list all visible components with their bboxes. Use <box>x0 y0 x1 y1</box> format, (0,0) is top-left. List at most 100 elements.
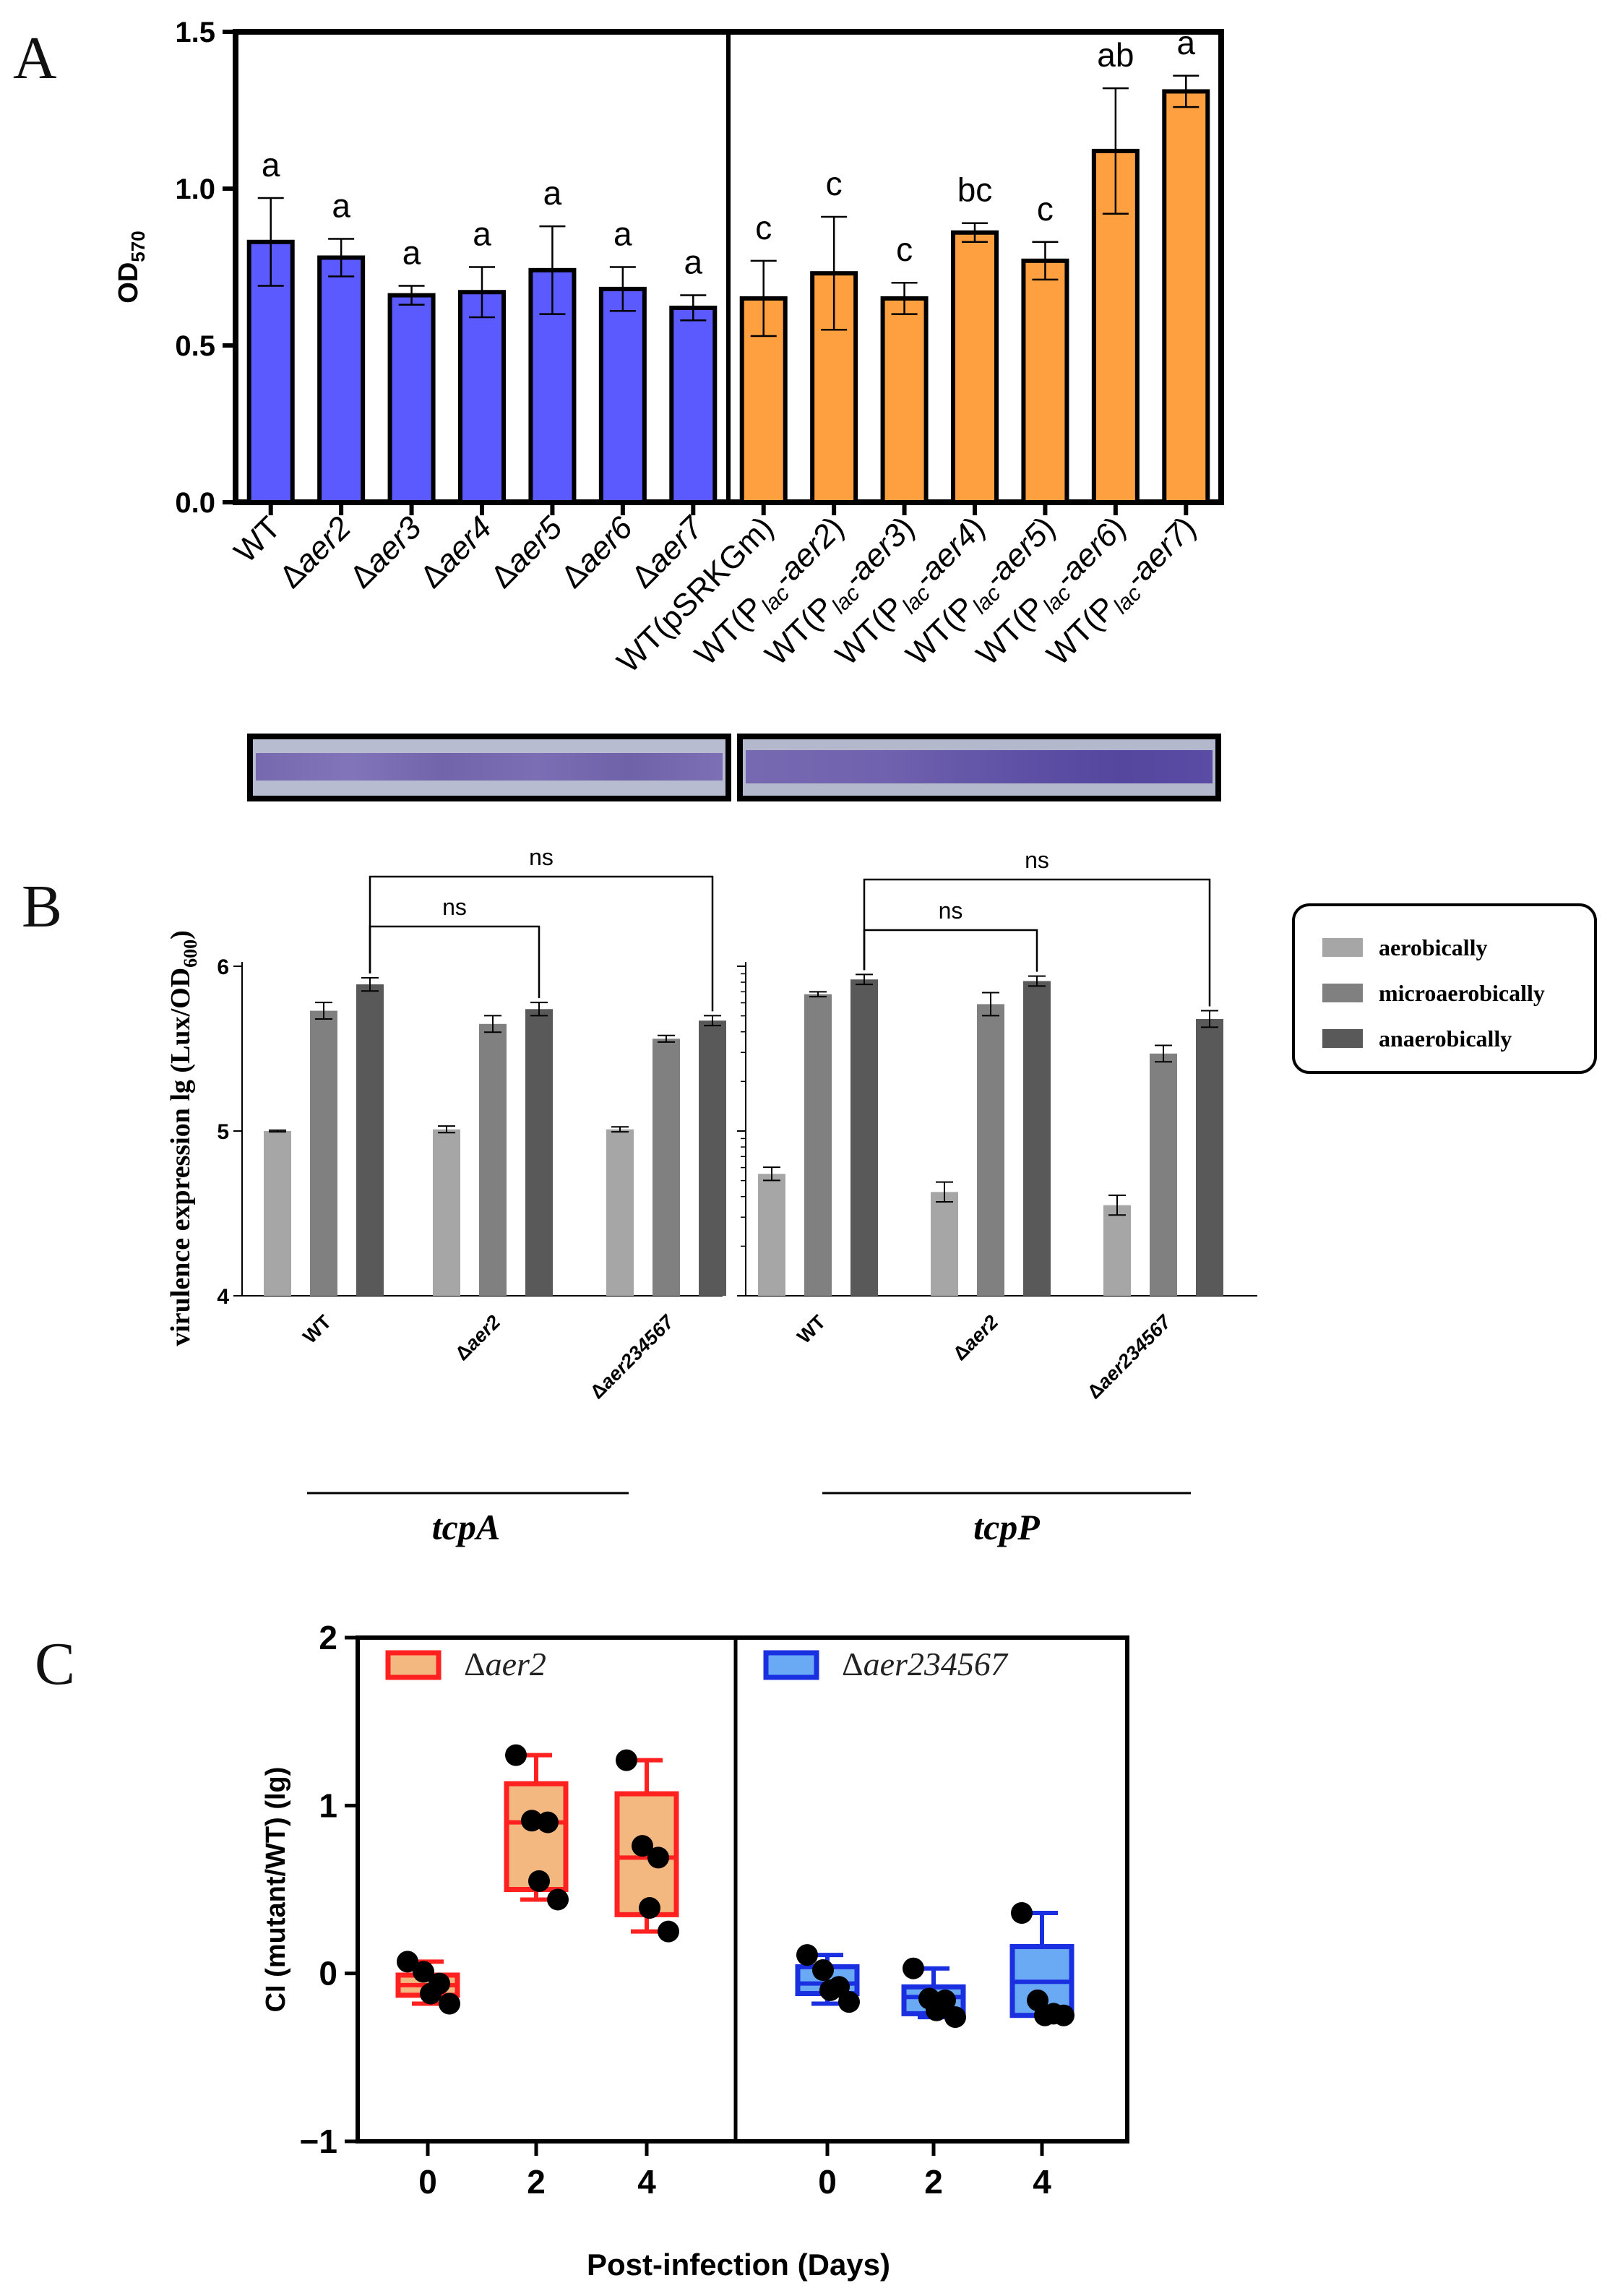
panel-a-sig-letter: a <box>543 174 562 212</box>
panel-a-sig-letter: c <box>896 231 913 268</box>
panel-c-data-point <box>528 1870 550 1892</box>
panel-b-bar-chart: virulence expression lg (Lux/OD600) 4 5 6 WT… <box>165 844 1597 1547</box>
panel-letter-b: B <box>22 873 62 940</box>
panel-c-box-plot: −1 0 1 2 CI (mutant/WT) (lg) Post-infection (… <box>261 1619 1129 2282</box>
panel-a-xlabel-wt: WT <box>228 509 288 569</box>
panel-b-xlabel-tcpP-aer234567: Δaer234567 <box>1083 1310 1176 1403</box>
panel-b-xlabel-tcpP-aer2: Δaer2 <box>949 1311 1002 1364</box>
panel-a-bar-aer6 <box>598 286 647 504</box>
panel-a-bar-aer3 <box>387 293 436 504</box>
panel-b-comparison-bracket <box>863 929 1038 972</box>
panel-b-xlabel-tcpA-aer2: Δaer2 <box>451 1311 504 1364</box>
panel-c-data-point <box>1034 2004 1056 2026</box>
panel-a-xlabel-aer5: Δaer5 <box>484 509 569 595</box>
panel-a-bar-wt-plac-aer7 <box>1162 89 1210 504</box>
panel-c-data-point <box>926 1999 947 2021</box>
panel-b-bar-tcpP-aer2-microaerobically <box>977 1004 1004 1296</box>
panel-c-data-point <box>903 1957 924 1979</box>
panel-b-legend-label-microaerobically: microaerobically <box>1379 980 1545 1006</box>
panel-a-sig-letter: a <box>402 234 421 272</box>
panel-a-bar-wt-plac-aer3 <box>880 296 929 504</box>
panel-a-sig-letter: a <box>262 146 280 184</box>
panel-a-ylabel: OD570 <box>113 231 149 303</box>
panel-a-sig-letter: c <box>755 209 772 246</box>
panel-c-data-point <box>632 1835 653 1857</box>
panel-c-legend-swatch-aer234567 <box>763 1650 819 1680</box>
panel-b-bar-tcpP-aer234567-anaerobically <box>1196 1018 1223 1296</box>
panel-c-xtick-label: 0 <box>818 2163 837 2201</box>
panel-letter-a: A <box>13 25 57 92</box>
panel-b-bar-tcpP-aer234567-aerobically <box>1103 1205 1131 1296</box>
panel-c-xtick-label: 2 <box>924 2163 943 2201</box>
panel-c-data-point <box>796 1944 818 1966</box>
panel-c-legend-swatch-aer2 <box>385 1650 442 1680</box>
panel-c-ytick-label: 0 <box>319 1955 337 1992</box>
panel-c-data-point <box>537 1811 559 1833</box>
panel-b-legend-swatch-aerobically <box>1322 938 1363 957</box>
panel-a-ytick-label: 1.0 <box>175 173 215 205</box>
panel-c-ylabel: CI (mutant/WT) (lg) <box>261 1767 291 2013</box>
staining-band-overexpression <box>746 750 1213 783</box>
panel-a-sig-letter: bc <box>957 171 993 209</box>
panel-b-comparison-bracket <box>369 875 714 1012</box>
panel-c-data-point <box>838 1991 860 2013</box>
panel-c-data-point <box>944 2006 966 2029</box>
panel-a-sig-letter: ab <box>1097 36 1134 74</box>
panel-c-data-point <box>819 1979 841 2001</box>
staining-band-mutants <box>256 753 723 781</box>
panel-a-sig-letter: a <box>684 244 702 281</box>
panel-b-bar-tcpP-wt-microaerobically <box>804 994 832 1296</box>
panel-c-data-point <box>413 1961 434 1983</box>
panel-letter-c: C <box>35 1630 75 1698</box>
panel-c-data-point <box>812 1959 834 1982</box>
panel-b-gene-label-tcpA: tcpA <box>432 1507 500 1547</box>
panel-a-xlabel-aer4: Δaer4 <box>413 509 499 595</box>
panel-c-legend-label-aer2: Δaer2 <box>464 1646 546 1682</box>
panel-c-data-point <box>505 1744 527 1766</box>
panel-a-staining-strips <box>247 734 1221 801</box>
panel-b-bar-tcpA-aer2-aerobically <box>433 1129 460 1296</box>
panel-b-ytick-label: 4 <box>217 1285 229 1309</box>
panel-a-sig-letter: a <box>473 215 491 253</box>
panel-b-ylabel: virulence expression lg (Lux/OD600) <box>165 930 201 1346</box>
panel-b-legend-label-aerobically: aerobically <box>1379 934 1488 960</box>
panel-b-bar-tcpA-wt-aerobically <box>264 1131 291 1296</box>
panel-b-bar-tcpA-aer2-anaerobically <box>525 1009 553 1296</box>
panel-b-ytick-label: 5 <box>217 1120 229 1144</box>
panel-b-bar-tcpP-aer2-anaerobically <box>1023 981 1051 1296</box>
panel-a-sig-letter: a <box>332 186 350 224</box>
panel-c-frame <box>356 1635 1129 2144</box>
panel-a-ytick-label: 0.5 <box>175 330 215 362</box>
panel-a-bar-wt-plac-aer4 <box>951 230 999 504</box>
panel-c-data-point <box>616 1749 637 1771</box>
panel-c-ytick-label: −1 <box>300 2123 337 2160</box>
panel-c-data-point <box>521 1810 543 1832</box>
panel-c-data-point <box>420 1982 442 2005</box>
panel-a-ytick-label: 0.0 <box>175 487 215 519</box>
panel-a-bar-wt-plac-aer5 <box>1021 258 1069 504</box>
panel-c-legend-label-aer234567: Δaer234567 <box>842 1646 1009 1682</box>
panel-c-xtick-label: 4 <box>637 2163 656 2201</box>
panel-b-bar-tcpA-wt-microaerobically <box>310 1010 337 1296</box>
panel-b-comparison-bracket <box>863 878 1211 1007</box>
panel-b-gene-label-tcpP: tcpP <box>973 1507 1040 1547</box>
panel-c-data-point <box>647 1846 669 1869</box>
panel-c-ytick-label: 2 <box>319 1619 337 1656</box>
panel-a-bar-chart: 0.0 0.5 1.0 1.5 OD570 a WT a Δaer2 a Δaer3 a Δaer4 a Δ… <box>113 17 1224 680</box>
panel-b-comparison-bracket <box>369 925 541 999</box>
panel-a-bar-aer7 <box>669 305 718 504</box>
panel-c-data-point <box>397 1951 418 1973</box>
panel-a-xlabel-aer6: Δaer6 <box>554 509 639 595</box>
panel-b-bar-tcpA-aer234567-aerobically <box>606 1129 634 1296</box>
panel-b-xlabel-tcpA-aer234567: Δaer234567 <box>586 1310 679 1403</box>
panel-c-data-point <box>439 1992 460 2015</box>
panel-b-legend-swatch-anaerobically <box>1322 1029 1363 1048</box>
panel-b-comparison-label: ns <box>442 894 467 920</box>
panel-b-comparison-label: ns <box>1025 847 1049 873</box>
panel-c-data-point <box>658 1920 679 1943</box>
panel-c-xtick-label: 0 <box>418 2163 437 2201</box>
panel-c-data-point <box>1011 1902 1033 1925</box>
panel-c-data-point <box>639 1897 660 1919</box>
panel-a-xlabel-aer3: Δaer3 <box>343 509 428 595</box>
